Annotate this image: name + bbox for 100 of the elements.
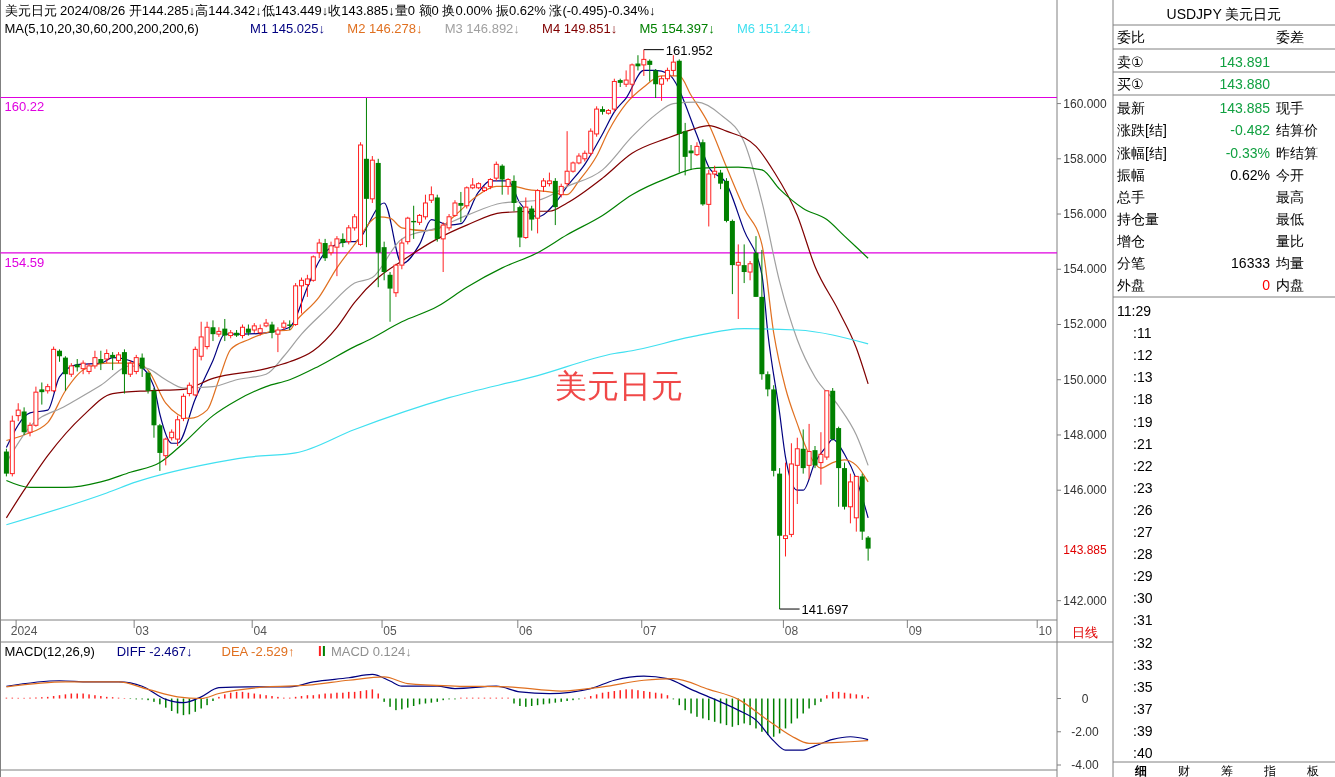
- candlestick: [3, 448, 9, 477]
- candlestick: [741, 243, 747, 284]
- candlestick: [180, 393, 186, 422]
- text: 最高: [1276, 189, 1304, 205]
- candlestick: [216, 326, 222, 338]
- text: 143.885: [1063, 542, 1108, 557]
- text: :29: [1133, 568, 1153, 585]
- text: 最新: [1117, 100, 1145, 116]
- candlestick: [139, 353, 145, 378]
- text: 委比: [1117, 29, 1145, 45]
- text: 卖①: [1117, 54, 1144, 70]
- text: 板: [1306, 764, 1319, 777]
- candlestick: [865, 535, 871, 562]
- series-label: DIFF -2.467↓: [116, 644, 193, 659]
- x-tick-label: 05: [383, 624, 398, 638]
- text: 11:29: [1117, 303, 1152, 319]
- y-tick-label: 152.000: [1063, 317, 1108, 332]
- candlestick: [405, 216, 411, 245]
- text: 最低: [1276, 211, 1304, 227]
- text: 细: [1134, 764, 1147, 777]
- text: -0.33%: [1225, 145, 1270, 161]
- text: 现手: [1276, 100, 1304, 116]
- text: :30: [1133, 590, 1153, 607]
- text: 16333: [1231, 255, 1271, 271]
- line-series: [5, 328, 869, 526]
- candlestick: [505, 177, 511, 196]
- y-tick-label: 0: [1081, 691, 1089, 706]
- y-tick-label: -2.00: [1071, 724, 1099, 739]
- text: :19: [1133, 413, 1153, 430]
- candlestick: [641, 49, 647, 77]
- text: :27: [1133, 524, 1153, 540]
- candlestick: [783, 462, 788, 557]
- text: 总手: [1116, 189, 1145, 205]
- x-tick-label: 10: [1038, 624, 1053, 638]
- y-tick-label: 156.000: [1063, 207, 1108, 222]
- candlestick: [62, 355, 68, 392]
- y-tick-label: 150.000: [1063, 372, 1108, 387]
- text: 143.880: [1219, 76, 1271, 92]
- text: :22: [1133, 457, 1153, 474]
- text: 今开: [1276, 167, 1304, 183]
- candlestick: [800, 428, 806, 475]
- x-tick-label: 2024: [10, 624, 38, 638]
- text: :26: [1133, 501, 1153, 518]
- y-tick-label: 148.000: [1063, 427, 1108, 442]
- text: 委差: [1276, 29, 1304, 45]
- text: :40: [1133, 745, 1153, 761]
- y-tick-label: -4.00: [1071, 758, 1099, 773]
- text: :35: [1133, 678, 1153, 695]
- text: 昨结算: [1276, 145, 1318, 161]
- candlestick: [39, 381, 45, 406]
- candlestick: [653, 68, 659, 99]
- x-tick-label: 07: [643, 624, 657, 638]
- text: 分笔: [1117, 255, 1145, 271]
- candlestick: [499, 163, 505, 196]
- x-tick-label: 04: [253, 624, 268, 638]
- text: :21: [1133, 435, 1153, 452]
- text: USDJPY 美元日元: [1166, 6, 1282, 22]
- text: :12: [1133, 347, 1153, 364]
- text: 均量: [1275, 255, 1304, 271]
- text: :37: [1133, 700, 1153, 717]
- text: M1 145.025↓: [249, 21, 326, 36]
- text: 指: [1263, 764, 1276, 777]
- annotation: 美元日元: [554, 367, 683, 404]
- candlestick: [121, 348, 127, 395]
- candlestick: [275, 326, 281, 353]
- text: DEA -2.529↑: [221, 644, 295, 659]
- x-tick-label: 03: [135, 624, 150, 638]
- text: -0.482: [1230, 122, 1271, 138]
- ref-line-label: 160.22: [4, 99, 45, 115]
- text: 财: [1178, 764, 1190, 777]
- annotation: 161.952: [665, 42, 713, 58]
- candlestick: [647, 58, 653, 82]
- text: 振幅: [1117, 167, 1145, 183]
- text: 持仓量: [1117, 211, 1159, 227]
- y-tick-label: 154.000: [1063, 262, 1108, 277]
- text: 买①: [1117, 76, 1144, 92]
- text: 筹: [1221, 764, 1233, 777]
- legend-title: MA(5,10,20,30,60,200,200,200,6): [4, 21, 199, 36]
- x-tick-label: 09: [908, 624, 923, 638]
- candlestick: [812, 445, 818, 469]
- candlestick: [222, 318, 228, 342]
- text: M4 149.851↓: [542, 21, 618, 36]
- y-tick-label: 158.000: [1063, 151, 1108, 166]
- text: 增仓: [1116, 233, 1145, 249]
- candlestick: [21, 406, 27, 436]
- text: :11: [1133, 325, 1152, 342]
- x-tick-label: 06: [519, 624, 533, 638]
- annotation: 141.697: [801, 602, 849, 618]
- candlestick: [806, 423, 812, 480]
- text: :18: [1133, 391, 1153, 408]
- text: 日线: [1072, 625, 1098, 640]
- y-tick-label: 142.000: [1063, 593, 1108, 608]
- candlestick: [735, 243, 741, 320]
- text: M6 151.241↓: [736, 21, 813, 36]
- text: M3 146.892↓: [444, 21, 520, 36]
- candlestick: [316, 238, 322, 259]
- text: 143.885: [1219, 100, 1271, 116]
- text: :28: [1133, 546, 1153, 563]
- text: 0: [1262, 277, 1271, 293]
- candlestick: [322, 238, 328, 262]
